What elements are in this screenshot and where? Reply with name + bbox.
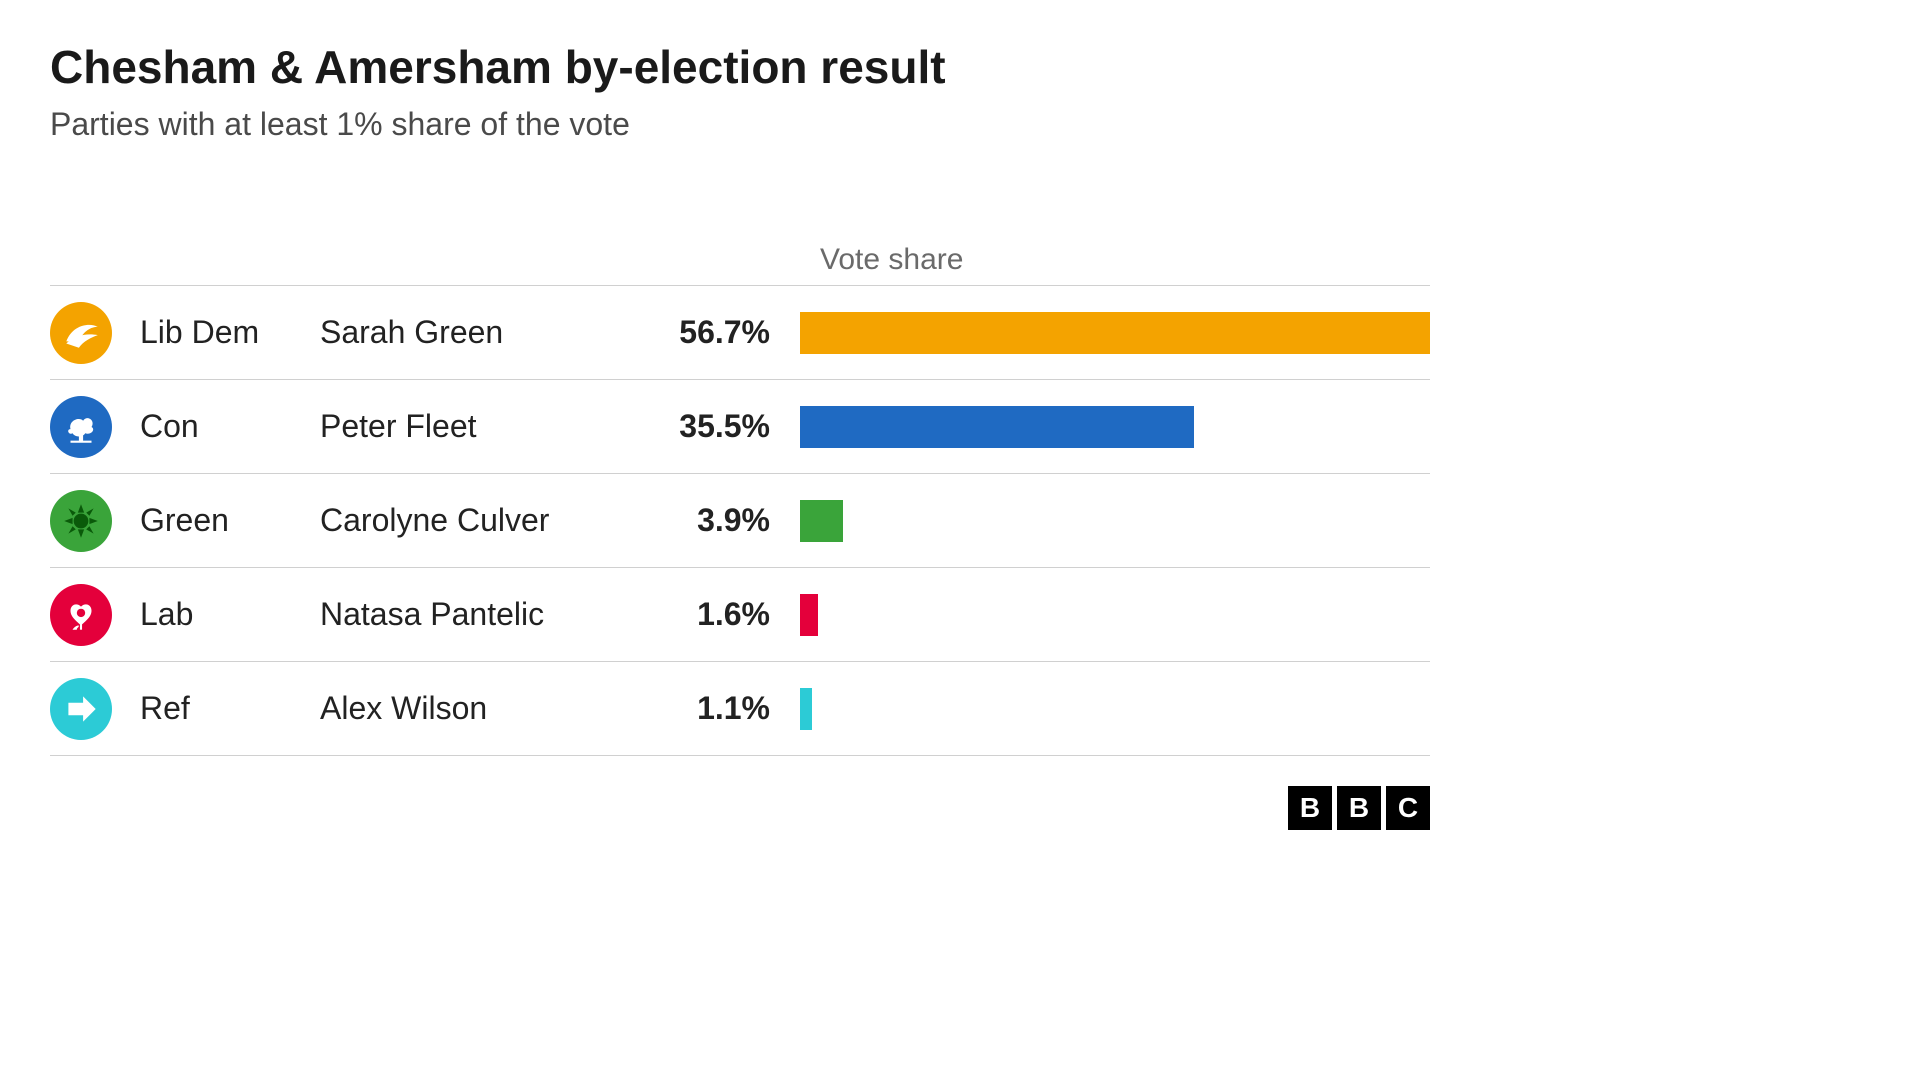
table-row: RefAlex Wilson1.1% [50, 662, 1430, 756]
results-table: Vote share Lib DemSarah Green56.7% ConPe… [50, 243, 1430, 756]
libdem-icon [50, 302, 112, 364]
footer: BBC [50, 786, 1430, 830]
bar-fill [800, 500, 843, 542]
party-name: Ref [140, 690, 320, 727]
table-row: ConPeter Fleet35.5% [50, 380, 1430, 474]
bar-fill [800, 406, 1194, 448]
bbc-logo-block: B [1337, 786, 1381, 830]
vote-share-value: 35.5% [640, 408, 800, 445]
table-row: LabNatasa Pantelic1.6% [50, 568, 1430, 662]
party-name: Con [140, 408, 320, 445]
vote-share-value: 3.9% [640, 502, 800, 539]
bar-track [800, 312, 1430, 354]
chart-title: Chesham & Amersham by-election result [50, 40, 1430, 94]
candidate-name: Carolyne Culver [320, 502, 640, 539]
vote-share-header: Vote share [800, 243, 963, 276]
chart-subtitle: Parties with at least 1% share of the vo… [50, 106, 1430, 143]
candidate-name: Natasa Pantelic [320, 596, 640, 633]
bar-track [800, 688, 1430, 730]
vote-share-value: 1.6% [640, 596, 800, 633]
vote-share-value: 1.1% [640, 690, 800, 727]
candidate-name: Sarah Green [320, 314, 640, 351]
lab-icon [50, 584, 112, 646]
bbc-logo-block: C [1386, 786, 1430, 830]
table-row: GreenCarolyne Culver3.9% [50, 474, 1430, 568]
bar-track [800, 406, 1430, 448]
bar-fill [800, 688, 812, 730]
candidate-name: Peter Fleet [320, 408, 640, 445]
bbc-logo: BBC [1288, 786, 1430, 830]
party-name: Lib Dem [140, 314, 320, 351]
table-row: Lib DemSarah Green56.7% [50, 286, 1430, 380]
bar-fill [800, 594, 818, 636]
bar-fill [800, 312, 1430, 354]
con-icon [50, 396, 112, 458]
party-name: Green [140, 502, 320, 539]
bbc-logo-block: B [1288, 786, 1332, 830]
bar-track [800, 594, 1430, 636]
bar-track [800, 500, 1430, 542]
table-header-row: Vote share [50, 243, 1430, 286]
vote-share-value: 56.7% [640, 314, 800, 351]
ref-icon [50, 678, 112, 740]
candidate-name: Alex Wilson [320, 690, 640, 727]
green-icon [50, 490, 112, 552]
party-name: Lab [140, 596, 320, 633]
